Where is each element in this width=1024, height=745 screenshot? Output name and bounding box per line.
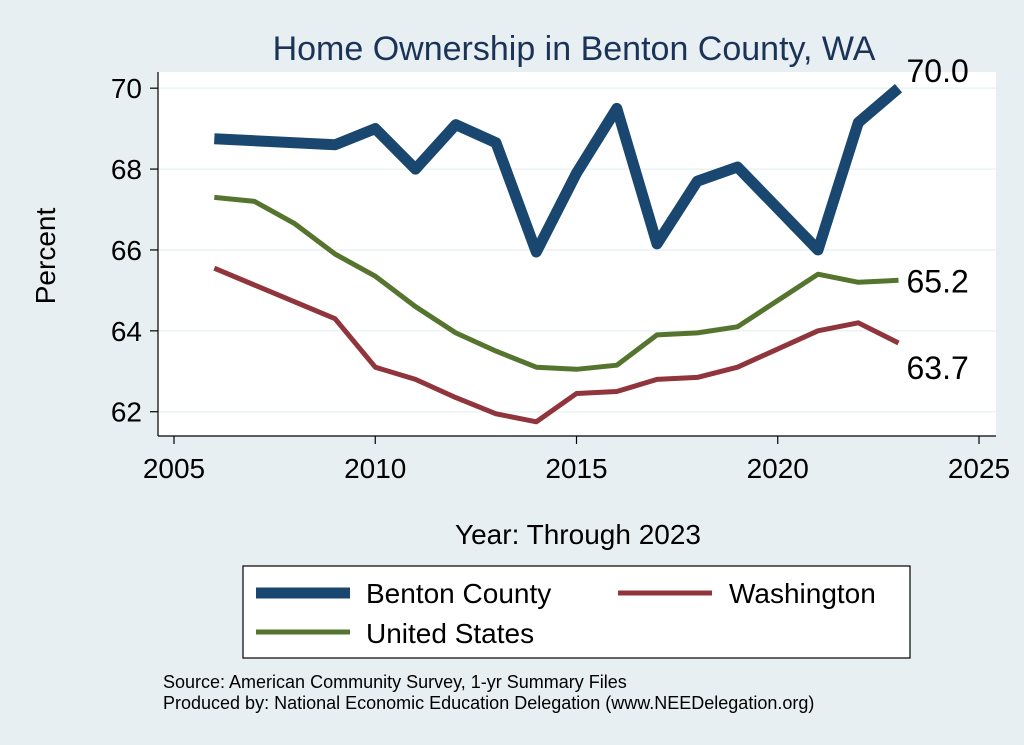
end-label-0: 70.0 — [907, 53, 969, 89]
x-tick-label-2005: 2005 — [143, 453, 205, 484]
axes: 62 64 66 68 70 2005 2010 2015 2020 2025 — [111, 72, 1010, 484]
series-line-0 — [214, 84, 903, 258]
x-axis-title: Year: Through 2023 — [455, 519, 701, 550]
grid-lines — [158, 87, 996, 413]
series-line-1 — [213, 265, 900, 425]
end-labels: 70.0 63.7 65.2 — [907, 53, 969, 386]
x-tick-label-2010: 2010 — [344, 453, 406, 484]
source-note: Source: American Community Survey, 1-yr … — [163, 672, 627, 692]
legend: Benton County Washington United States — [242, 565, 911, 659]
y-tick-label-70: 70 — [111, 73, 142, 104]
y-tick-label-64: 64 — [111, 316, 142, 347]
y-tick-label-68: 68 — [111, 154, 142, 185]
end-label-2: 65.2 — [907, 263, 969, 299]
legend-label-us: United States — [366, 618, 534, 649]
y-tick-label-66: 66 — [111, 235, 142, 266]
y-tick-label-62: 62 — [111, 397, 142, 428]
legend-box — [242, 565, 911, 659]
produced-note: Produced by: National Economic Education… — [163, 693, 814, 713]
end-label-1: 63.7 — [907, 350, 969, 386]
y-axis-title: Percent — [30, 208, 61, 305]
legend-label-washington: Washington — [729, 578, 876, 609]
x-tick-label-2020: 2020 — [747, 453, 809, 484]
x-tick-label-2025: 2025 — [948, 453, 1010, 484]
series-layer — [213, 84, 903, 425]
legend-label-benton: Benton County — [366, 578, 551, 609]
chart-title: Home Ownership in Benton County, WA — [273, 30, 876, 68]
series-line-2 — [214, 194, 899, 372]
plot-area — [158, 72, 996, 436]
x-tick-label-2015: 2015 — [545, 453, 607, 484]
